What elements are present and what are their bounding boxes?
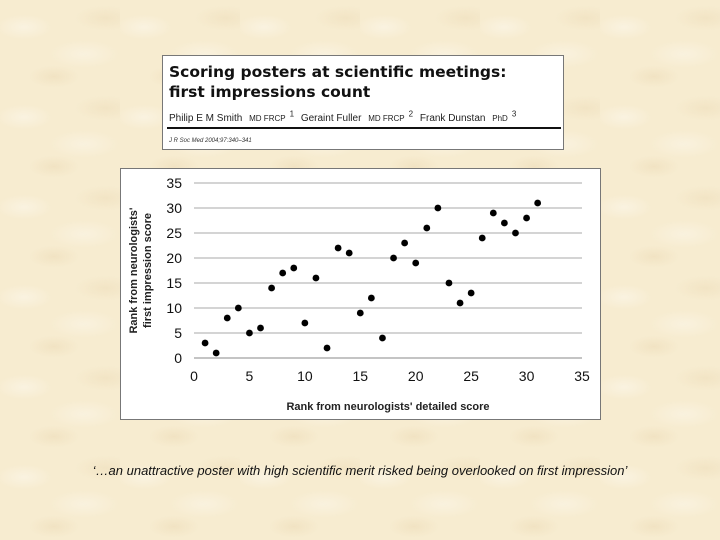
y-axis-label-line-1: Rank from neurologists' — [128, 207, 140, 333]
data-point — [290, 264, 298, 272]
x-tick-label: 5 — [246, 368, 254, 384]
chart-svg: 0 5 10 15 20 25 30 35 0 5 10 15 20 25 30 35 Rank from … — [128, 175, 590, 413]
data-point — [356, 309, 364, 317]
data-point — [367, 294, 375, 302]
paper-header: Scoring posters at scientific meetings: … — [162, 55, 564, 150]
data-point — [246, 329, 253, 337]
paper-title-line-2: first impressions count — [169, 83, 371, 101]
citation: J R Soc Med 2004;97:340–341 — [169, 138, 252, 144]
data-point — [401, 239, 409, 247]
data-point — [423, 224, 431, 232]
author-list: Philip E M Smith MD FRCP 1 Geraint Fuller… — [169, 110, 561, 124]
scatter-chart: 0 5 10 15 20 25 30 35 0 5 10 15 20 25 30 35 Rank from … — [120, 168, 601, 420]
data-point — [456, 299, 464, 307]
data-point — [434, 204, 442, 212]
data-point — [478, 234, 486, 242]
data-point — [467, 289, 475, 297]
data-point — [489, 209, 497, 217]
data-point — [523, 214, 530, 222]
data-point — [412, 259, 420, 267]
data-points — [201, 199, 542, 357]
data-point — [268, 284, 275, 292]
data-point — [334, 244, 342, 252]
author-credentials: MD FRCP — [249, 114, 286, 124]
x-tick-label: 15 — [352, 368, 368, 384]
data-point — [445, 279, 453, 287]
y-tick-label: 20 — [166, 250, 182, 266]
author: Frank Dunstan PhD 3 — [419, 110, 517, 125]
data-point — [534, 199, 542, 207]
y-tick-label: 30 — [166, 200, 182, 216]
data-point — [312, 274, 320, 282]
y-axis-label-line-2: first impression score — [142, 213, 154, 328]
data-point — [323, 344, 331, 352]
data-point — [212, 349, 220, 357]
y-tick-label: 25 — [166, 225, 182, 241]
y-axis-label: Rank from neurologists' first impression… — [128, 207, 154, 333]
author-name: Frank Dunstan — [419, 113, 486, 125]
data-point — [301, 319, 309, 327]
author-credentials: MD FRCP — [368, 114, 405, 124]
y-tick-label: 35 — [166, 175, 182, 191]
author-mark: 2 — [408, 110, 414, 119]
grid-lines — [194, 182, 582, 334]
y-tick-label: 10 — [166, 300, 182, 316]
author: Philip E M Smith MD FRCP 1 — [169, 110, 295, 125]
y-tick-label: 15 — [166, 275, 182, 291]
y-tick-labels: 0 5 10 15 20 25 30 35 — [166, 175, 182, 366]
x-tick-label: 35 — [574, 368, 590, 384]
x-tick-label: 10 — [297, 368, 313, 384]
data-point — [234, 304, 242, 312]
x-tick-label: 30 — [519, 368, 535, 384]
data-point — [390, 254, 397, 262]
data-point — [345, 249, 353, 257]
y-tick-label: 5 — [174, 325, 182, 341]
paper-title-line-1: Scoring posters at scientific meetings: — [169, 63, 507, 81]
author-mark: 1 — [289, 110, 295, 119]
paper-title: Scoring posters at scientific meetings: … — [169, 62, 559, 102]
data-point — [223, 314, 231, 322]
data-point — [379, 334, 386, 342]
author: Geraint Fuller MD FRCP 2 — [300, 110, 414, 125]
x-tick-label: 25 — [463, 368, 479, 384]
x-axis-label: Rank from neurologists' detailed score — [286, 401, 489, 413]
author-credentials: PhD — [492, 114, 508, 124]
data-point — [512, 229, 519, 237]
quote-caption: ‘…an unattractive poster with high scien… — [92, 463, 628, 478]
author-name: Geraint Fuller — [300, 113, 362, 125]
data-point — [501, 219, 508, 227]
data-point — [279, 269, 287, 277]
x-tick-label: 20 — [408, 368, 424, 384]
data-point — [257, 324, 264, 332]
y-tick-label: 0 — [174, 350, 182, 366]
data-point — [201, 339, 209, 347]
header-rule — [167, 127, 561, 129]
author-mark: 3 — [511, 110, 517, 119]
author-name: Philip E M Smith — [169, 113, 243, 125]
x-tick-label: 0 — [190, 368, 198, 384]
x-tick-labels: 0 5 10 15 20 25 30 35 — [190, 368, 590, 384]
